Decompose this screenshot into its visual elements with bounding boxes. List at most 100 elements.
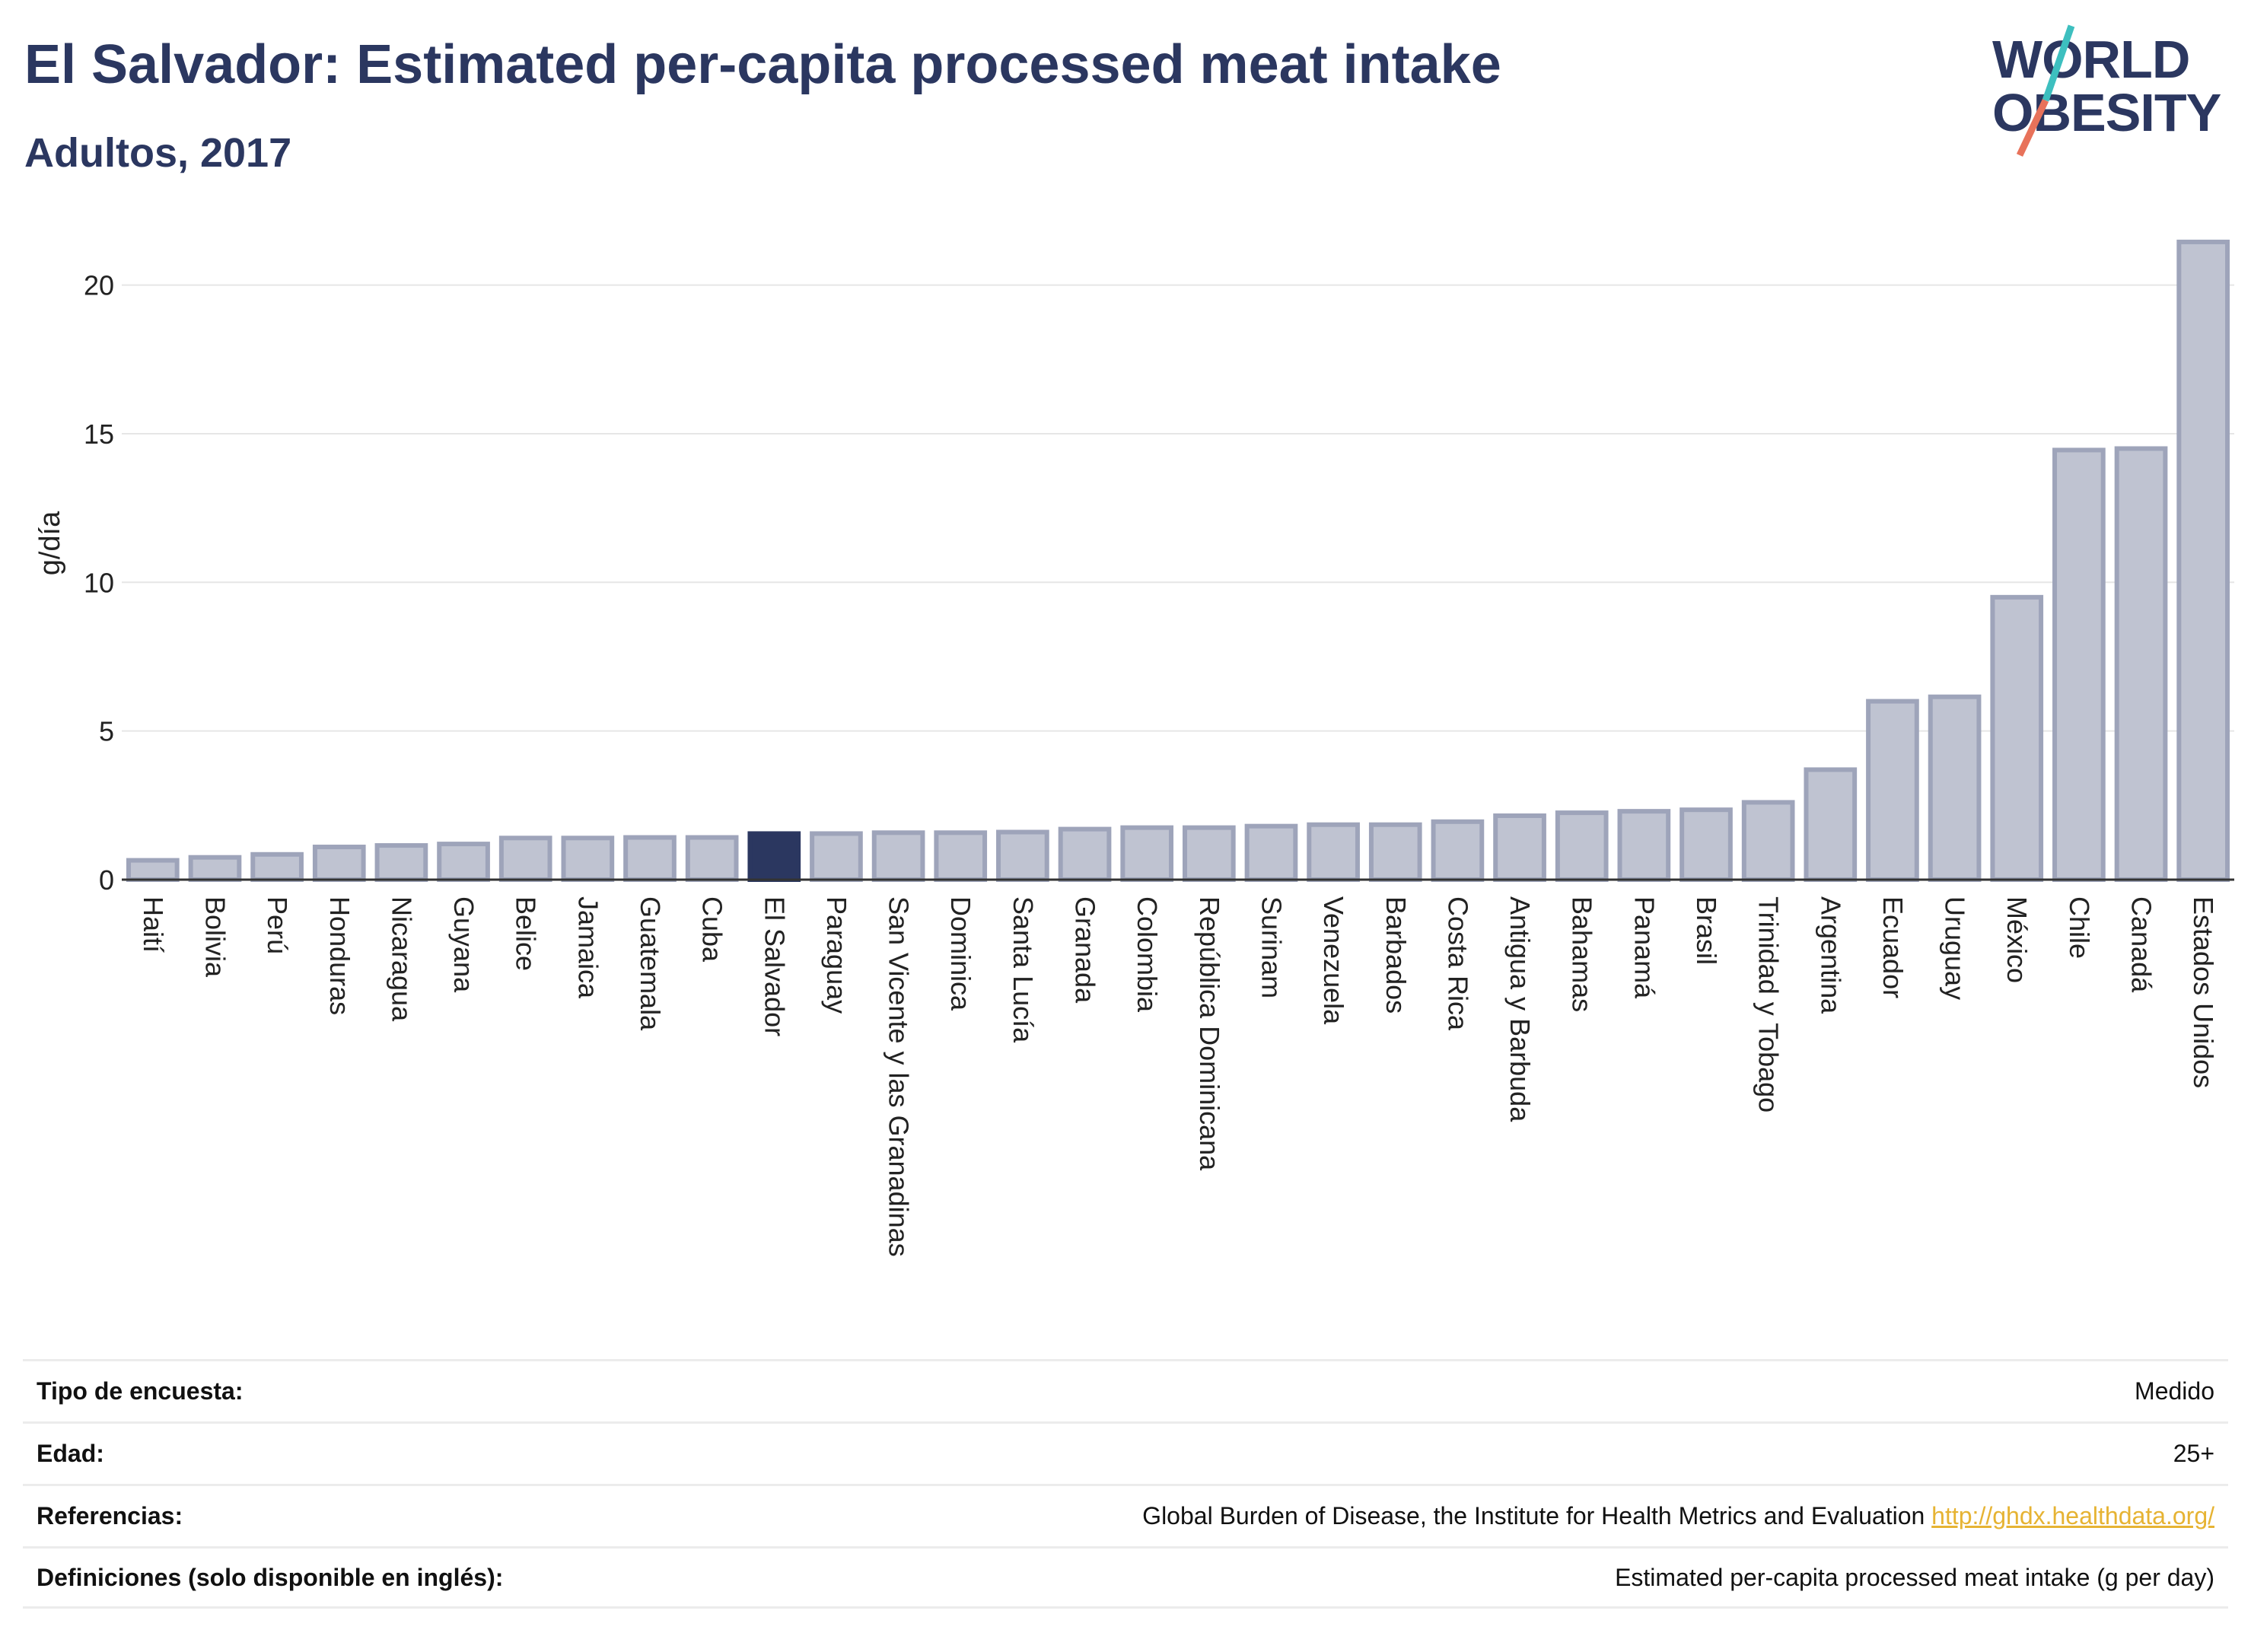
y-tick-label: 20 xyxy=(84,270,114,301)
y-tick-label: 15 xyxy=(84,419,114,450)
bar-ecuador xyxy=(1866,699,1919,883)
bar-república-dominicana xyxy=(1182,825,1236,883)
x-tick-label: Perú xyxy=(262,896,293,954)
y-tick-label: 0 xyxy=(99,864,114,896)
bar-trinidad-y-tobago xyxy=(1741,800,1795,882)
bar-venezuela xyxy=(1307,822,1360,883)
x-tick-label: México xyxy=(2001,896,2033,983)
bar-brasil xyxy=(1679,807,1733,882)
x-tick-label: Nicaragua xyxy=(386,896,417,1022)
info-row: Referencias: Global Burden of Disease, th… xyxy=(23,1484,2228,1546)
bar-antigua-y-barbuda xyxy=(1493,813,1546,882)
bar-el-salvador xyxy=(747,831,801,883)
bar-paraguay xyxy=(810,831,863,883)
info-label: Edad: xyxy=(37,1440,104,1467)
x-tick-label: Paraguay xyxy=(821,896,852,1014)
info-value: Global Burden of Disease, the Institute … xyxy=(1142,1502,2214,1530)
bars xyxy=(126,239,2230,883)
bar-san-vicente-y-las-granadinas xyxy=(871,830,925,883)
x-tick-label: Costa Rica xyxy=(1442,896,1473,1031)
x-tick-label: Trinidad y Tobago xyxy=(1753,896,1785,1112)
bar-chile xyxy=(2052,447,2106,882)
bar-cuba xyxy=(685,835,739,882)
bar-bolivia xyxy=(188,855,242,882)
info-value: Medido xyxy=(2135,1377,2214,1405)
bar-haití xyxy=(126,858,180,882)
world-obesity-logo: WORLD OBESITY xyxy=(1992,24,2222,157)
info-row: Definiciones (solo disponible en inglés)… xyxy=(23,1546,2228,1609)
x-tick-label: Surinam xyxy=(1256,896,1287,998)
x-tick-label: República Dominicana xyxy=(1194,896,1225,1171)
bar-belice xyxy=(498,836,552,883)
bar-argentina xyxy=(1804,767,1858,882)
x-tick-label: Jamaica xyxy=(572,896,603,999)
bar-honduras xyxy=(312,845,366,883)
bar-chart: 0 5 10 15 20 Haití Bolivia Perú Honduras Nicarag… xyxy=(34,239,2234,1257)
info-row: Tipo de encuesta: Medido xyxy=(23,1359,2228,1421)
bar-surinam xyxy=(1244,823,1298,883)
x-tick-label: Chile xyxy=(2064,896,2095,959)
info-table: Tipo de encuesta: Medido Edad: 25+ Referenci… xyxy=(23,1359,2228,1609)
logo-slash-bottom xyxy=(2016,99,2049,157)
x-tick-label: Estados Unidos xyxy=(2188,896,2219,1088)
x-tick-label: Colombia xyxy=(1132,896,1163,1013)
bar-jamaica xyxy=(561,836,615,883)
logo-slash-top xyxy=(2042,24,2075,102)
info-row: Edad: 25+ xyxy=(23,1421,2228,1484)
bar-uruguay xyxy=(1928,694,1982,883)
x-tick-label: Ecuador xyxy=(1877,896,1909,998)
x-tick-label: Guyana xyxy=(448,896,479,993)
info-value-text: Global Burden of Disease, the Institute … xyxy=(1142,1502,1925,1529)
x-tick-label: Argentina xyxy=(1815,896,1846,1014)
info-label: Tipo de encuesta: xyxy=(37,1377,244,1405)
x-tick-label: Granada xyxy=(1070,896,1101,1004)
x-tick-label: Dominica xyxy=(945,896,976,1011)
x-tick-label: Bahamas xyxy=(1567,896,1598,1012)
bar-costa-rica xyxy=(1431,819,1485,883)
x-tick-label: Belice xyxy=(511,896,542,971)
bar-estados-unidos xyxy=(2176,239,2230,882)
info-label: Definiciones (solo disponible en inglés)… xyxy=(37,1563,504,1591)
info-value: 25+ xyxy=(2173,1440,2214,1468)
x-tick-label: Canadá xyxy=(2126,896,2157,993)
reference-link[interactable]: http://ghdx.healthdata.org/ xyxy=(1931,1502,2214,1529)
x-tick-label: Barbados xyxy=(1380,896,1412,1014)
bar-nicaragua xyxy=(374,843,428,883)
info-value-text: 25+ xyxy=(2173,1440,2214,1467)
x-tick-label: Haití xyxy=(138,896,169,953)
info-label: Referencias: xyxy=(37,1502,183,1529)
bar-barbados xyxy=(1368,822,1422,883)
info-value-text: Estimated per-capita processed meat inta… xyxy=(1615,1563,2214,1591)
info-value-text: Medido xyxy=(2135,1377,2214,1405)
bar-colombia xyxy=(1120,825,1174,883)
bar-granada xyxy=(1058,826,1112,883)
x-tick-label: Guatemala xyxy=(635,896,666,1031)
x-tick-label: Antigua y Barbuda xyxy=(1504,896,1536,1122)
x-tick-label: Bolivia xyxy=(199,896,231,978)
x-tick-label: Panamá xyxy=(1629,896,1660,999)
x-tick-label: Brasil xyxy=(1691,896,1722,965)
bar-perú xyxy=(250,851,304,882)
bar-guatemala xyxy=(623,835,677,882)
chart-subtitle: Adultos, 2017 xyxy=(24,130,292,176)
y-axis-label: g/día xyxy=(34,511,66,575)
bar-bahamas xyxy=(1555,810,1609,882)
bar-guyana xyxy=(437,842,490,883)
x-axis-labels: Haití Bolivia Perú Honduras Nicaragua Guyana B… xyxy=(138,896,2219,1257)
bar-dominica xyxy=(934,830,988,883)
bar-santa-lucía xyxy=(996,829,1049,883)
bar-méxico xyxy=(1990,594,2044,882)
x-tick-label: Uruguay xyxy=(1940,896,1971,1000)
y-tick-label: 5 xyxy=(99,716,114,747)
bar-canadá xyxy=(2114,446,2168,882)
x-tick-label: Cuba xyxy=(697,896,728,963)
x-tick-label: Santa Lucía xyxy=(1008,896,1039,1043)
y-axis-ticks: 0 5 10 15 20 xyxy=(84,270,114,896)
info-value: Estimated per-capita processed meat inta… xyxy=(1615,1564,2214,1592)
x-tick-label: El Salvador xyxy=(759,896,790,1036)
logo-text-line1: WORLD xyxy=(1992,30,2189,89)
grid-lines xyxy=(122,284,2234,732)
y-tick-label: 10 xyxy=(84,567,114,598)
chart-title: El Salvador: Estimated per-capita proces… xyxy=(24,34,1501,95)
x-tick-label: Honduras xyxy=(324,896,355,1015)
